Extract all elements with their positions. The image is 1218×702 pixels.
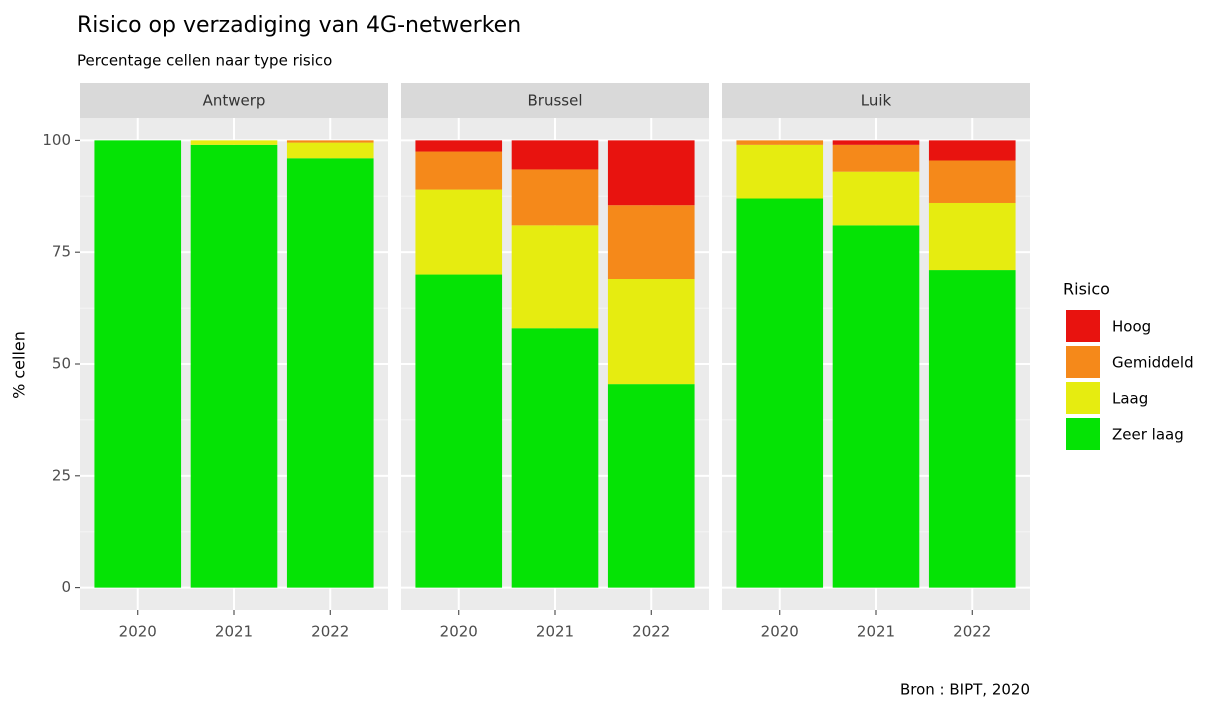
y-tick-label: 0 (61, 578, 71, 596)
bar-segment (928, 160, 1016, 203)
bar-segment (607, 279, 695, 385)
bar-segment (736, 198, 824, 588)
bar-segment (832, 225, 920, 588)
facet-strip (80, 83, 388, 118)
bar-segment (415, 151, 503, 190)
bar-segment (928, 270, 1016, 588)
facet-strip (722, 83, 1030, 118)
legend-key (1066, 346, 1100, 378)
bar-segment (415, 140, 503, 152)
bar-segment (607, 205, 695, 280)
y-tick-label: 25 (52, 466, 71, 484)
bar-segment (607, 140, 695, 206)
source-note: Bron : BIPT, 2020 (900, 681, 1030, 699)
x-tick-label: 2022 (311, 623, 349, 641)
y-tick-label: 50 (52, 355, 71, 373)
bar-segment (736, 144, 824, 199)
chart-subtitle: Percentage cellen naar type risico (77, 52, 332, 70)
legend-key (1066, 382, 1100, 414)
legend-label: Gemiddeld (1112, 354, 1194, 372)
bar-segment (928, 140, 1016, 161)
bar-segment (511, 169, 599, 226)
bar-segment (511, 328, 599, 588)
y-tick-label: 75 (52, 243, 71, 261)
bar-segment (190, 144, 278, 588)
bar-segment (190, 140, 278, 145)
legend-label: Laag (1112, 390, 1148, 408)
legend-key (1066, 310, 1100, 342)
bar-segment (415, 274, 503, 588)
chart-title: Risico op verzadiging van 4G-netwerken (77, 13, 521, 38)
facet-title: Luik (861, 92, 892, 110)
legend-key (1066, 418, 1100, 450)
x-tick-label: 2021 (215, 623, 253, 641)
bar-segment (832, 140, 920, 145)
bar-segment (286, 140, 374, 143)
bar-segment (832, 144, 920, 172)
bar-segment (832, 171, 920, 226)
legend-label: Hoog (1112, 318, 1151, 336)
bar-segment (415, 189, 503, 275)
bar-segment (94, 140, 182, 588)
bar-segment (511, 140, 599, 170)
bar-segment (511, 225, 599, 329)
y-tick-label: 100 (42, 131, 71, 149)
x-tick-label: 2020 (119, 623, 157, 641)
y-axis-label: % cellen (10, 331, 29, 399)
bar-segment (607, 384, 695, 588)
x-tick-label: 2022 (953, 623, 991, 641)
x-tick-label: 2020 (440, 623, 478, 641)
legend-title: Risico (1063, 280, 1110, 299)
bar-segment (928, 202, 1016, 271)
facet-title: Brussel (528, 92, 583, 110)
x-tick-label: 2022 (632, 623, 670, 641)
bar-segment (286, 158, 374, 588)
legend-label: Zeer laag (1112, 426, 1184, 444)
facet-strip (401, 83, 709, 118)
bar-segment (286, 142, 374, 159)
bar-segment (736, 140, 824, 145)
x-tick-label: 2020 (761, 623, 799, 641)
x-tick-label: 2021 (857, 623, 895, 641)
facet-title: Antwerp (203, 92, 266, 110)
x-tick-label: 2021 (536, 623, 574, 641)
